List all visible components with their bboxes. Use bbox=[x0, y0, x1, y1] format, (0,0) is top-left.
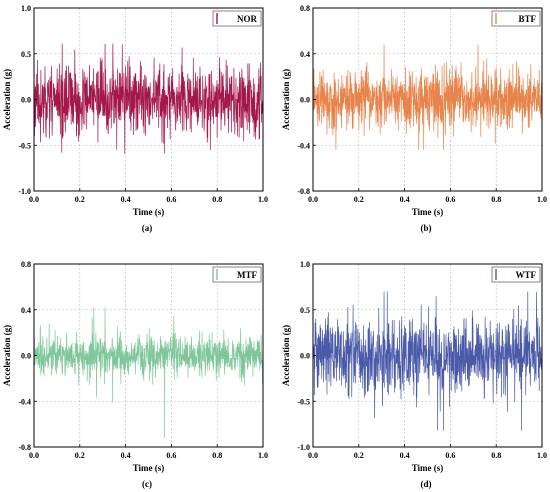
x-tick-label: 0.4 bbox=[121, 451, 131, 460]
y-tick-label: 0.0 bbox=[21, 352, 31, 361]
x-tick-label: 0.6 bbox=[445, 451, 455, 460]
legend-box bbox=[212, 10, 262, 27]
panel-caption: (a) bbox=[142, 223, 153, 233]
y-tick-label: 0.0 bbox=[21, 96, 31, 105]
legend-label: BTF bbox=[518, 14, 536, 24]
y-tick-label: 0.5 bbox=[300, 306, 310, 315]
grid bbox=[34, 264, 263, 447]
y-tick-label: -0.5 bbox=[18, 141, 31, 150]
chart-panel: 0.0 0.2 0.4 0.6 0.8 1.0 -0.8 -0.4 0.0 0.4 0.8 Time … bbox=[2, 260, 268, 489]
y-axis-title: Acceleration (g) bbox=[2, 69, 12, 130]
y-tick-label: -0.8 bbox=[297, 187, 310, 196]
y-tick-label: -0.4 bbox=[297, 141, 310, 150]
panel-caption: (b) bbox=[421, 223, 432, 233]
chart-panel: 0.0 0.2 0.4 0.6 0.8 1.0 -1.0 -0.5 0.0 0.5 1.0 Time … bbox=[281, 260, 547, 489]
legend: MTF bbox=[212, 266, 262, 283]
y-tick-label: 0.8 bbox=[300, 4, 310, 13]
x-axis-title: Time (s) bbox=[412, 463, 444, 473]
legend: BTF bbox=[491, 10, 541, 27]
legend-box bbox=[491, 10, 541, 27]
x-tick-label: 0.6 bbox=[166, 451, 176, 460]
y-tick-label: 0.0 bbox=[300, 352, 310, 361]
y-axis-title: Acceleration (g) bbox=[2, 325, 12, 386]
y-tick-label: -0.4 bbox=[18, 397, 31, 406]
y-axis-title: Acceleration (g) bbox=[281, 325, 291, 386]
x-tick-label: 0.8 bbox=[491, 451, 501, 460]
y-tick-label: -1.0 bbox=[297, 443, 310, 452]
legend-label: MTF bbox=[237, 270, 257, 280]
chart-panel: 0.0 0.2 0.4 0.6 0.8 1.0 -0.8 -0.4 0.0 0.4 0.8 Time … bbox=[281, 4, 547, 233]
x-tick-label: 0.2 bbox=[75, 195, 85, 204]
legend-box bbox=[212, 266, 262, 283]
x-tick-label: 0.8 bbox=[212, 451, 222, 460]
legend-label: NOR bbox=[237, 14, 258, 24]
y-tick-label: -0.8 bbox=[18, 443, 31, 452]
legend-label: WTF bbox=[515, 270, 536, 280]
x-tick-label: 1.0 bbox=[258, 451, 268, 460]
y-tick-label: 0.4 bbox=[300, 50, 310, 59]
y-tick-label: -0.5 bbox=[297, 397, 310, 406]
legend: NOR bbox=[212, 10, 262, 27]
x-tick-label: 0.0 bbox=[308, 195, 318, 204]
series-line-mtf bbox=[33, 307, 264, 438]
x-axis-title: Time (s) bbox=[133, 207, 165, 217]
x-axis-title: Time (s) bbox=[133, 463, 165, 473]
grid bbox=[313, 264, 542, 447]
series-line-nor bbox=[33, 43, 264, 154]
x-tick-label: 1.0 bbox=[258, 195, 268, 204]
x-tick-label: 0.4 bbox=[400, 451, 410, 460]
y-tick-label: 0.8 bbox=[21, 260, 31, 269]
x-tick-label: 0.0 bbox=[308, 451, 318, 460]
grid bbox=[34, 8, 263, 191]
y-tick-label: 0.5 bbox=[21, 50, 31, 59]
x-tick-label: 0.6 bbox=[445, 195, 455, 204]
y-tick-label: 0.0 bbox=[300, 96, 310, 105]
x-tick-label: 0.4 bbox=[400, 195, 410, 204]
x-axis-title: Time (s) bbox=[412, 207, 444, 217]
series-line-btf bbox=[312, 44, 543, 150]
x-tick-label: 0.2 bbox=[354, 195, 364, 204]
panel-caption: (c) bbox=[142, 479, 152, 489]
x-tick-label: 0.2 bbox=[354, 451, 364, 460]
x-tick-label: 0.6 bbox=[166, 195, 176, 204]
y-tick-label: 0.4 bbox=[21, 306, 31, 315]
grid bbox=[313, 8, 542, 191]
x-tick-label: 1.0 bbox=[537, 451, 547, 460]
x-tick-label: 1.0 bbox=[537, 195, 547, 204]
y-axis-title: Acceleration (g) bbox=[281, 69, 291, 130]
y-tick-label: 1.0 bbox=[21, 4, 31, 13]
legend: WTF bbox=[491, 266, 541, 283]
legend-box bbox=[491, 266, 541, 283]
x-tick-label: 0.2 bbox=[75, 451, 85, 460]
x-tick-label: 0.4 bbox=[121, 195, 131, 204]
panel-caption: (d) bbox=[421, 479, 432, 489]
x-tick-label: 0.8 bbox=[212, 195, 222, 204]
y-tick-label: 1.0 bbox=[300, 260, 310, 269]
x-tick-label: 0.0 bbox=[29, 451, 39, 460]
series-line-wtf bbox=[312, 291, 543, 431]
chart-panel: 0.0 0.2 0.4 0.6 0.8 1.0 -1.0 -0.5 0.0 0.5 1.0 Time … bbox=[2, 4, 268, 233]
x-tick-label: 0.8 bbox=[491, 195, 501, 204]
y-tick-label: -1.0 bbox=[18, 187, 31, 196]
panels-container: 0.0 0.2 0.4 0.6 0.8 1.0 -1.0 -0.5 0.0 0.5 1.0 Time … bbox=[2, 4, 547, 489]
x-tick-label: 0.0 bbox=[29, 195, 39, 204]
